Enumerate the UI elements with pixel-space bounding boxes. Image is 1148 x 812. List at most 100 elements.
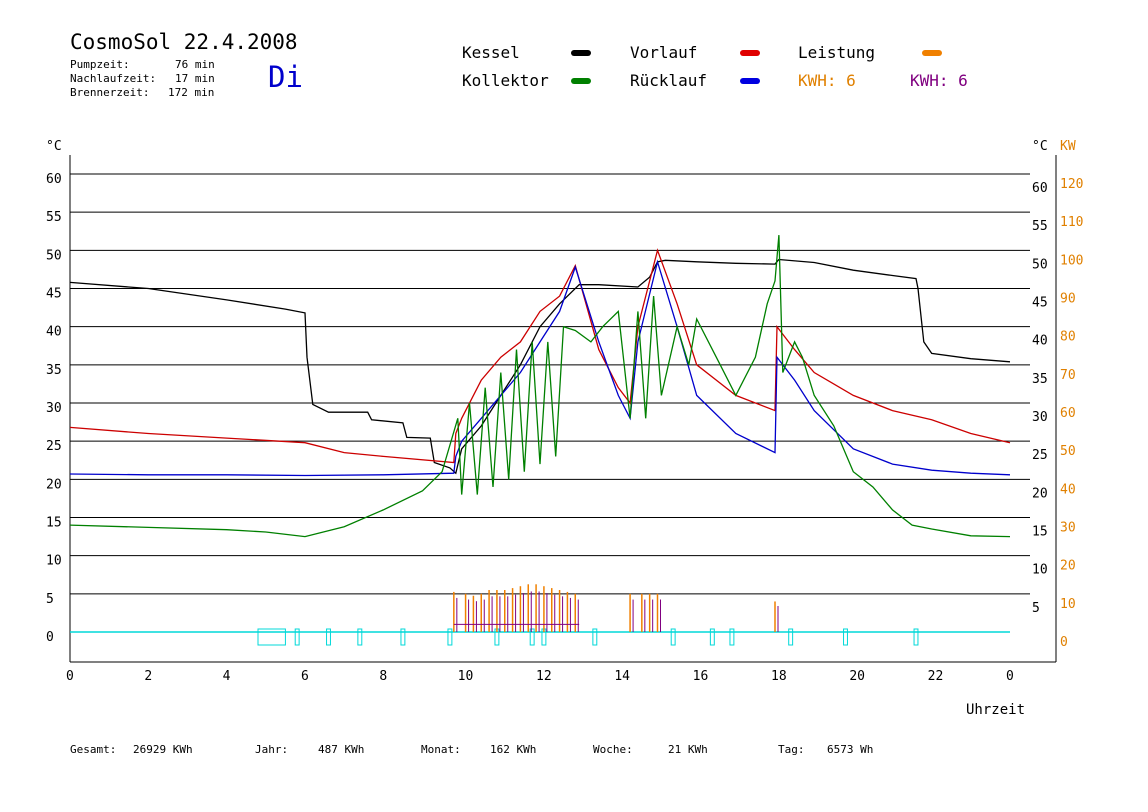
pump-interval [788,628,794,646]
footer-jahr-label: Jahr: [255,743,289,756]
chart-axes [69,155,1057,663]
pump-interval [294,628,300,646]
stat-brennerzeit-value: 172 min [168,86,215,99]
y-tick-label-right: 30 [1032,410,1048,425]
y-tick-label-left: 45 [46,287,62,302]
y-tick-label-right: 20 [1032,486,1048,501]
y-tick-label-kw: 50 [1060,444,1076,459]
footer-monat-label: Monat: [421,743,461,756]
x-tick-label: 0 [66,669,74,684]
leistung-spikes [453,584,779,632]
stat-nachlaufzeit-value: 17 min [175,72,215,85]
y-tick-label-kw: 0 [1060,635,1068,650]
y-tick-label-kw: 120 [1060,177,1083,192]
y-tick-label-left: 50 [46,248,62,263]
y-tick-label-kw: 70 [1060,368,1076,383]
footer-gesamt-label: Gesamt: [70,743,117,756]
pump-interval [257,628,286,646]
y-tick-label-right: 35 [1032,372,1048,387]
y-tick-label-left: 0 [46,630,54,645]
y-tick-label-left: 20 [46,477,62,492]
weekday-label: Di [268,60,303,94]
y-tick-label-kw: 100 [1060,253,1083,268]
chart-grid [70,173,1030,595]
series-lines [69,235,1011,538]
footer-tag-label: Tag: [778,743,805,756]
y-tick-label-kw: 60 [1060,406,1076,421]
y-tick-label-left: 25 [46,439,62,454]
x-tick-label: 14 [614,669,630,684]
pump-interval [670,628,676,646]
footer-woche-value: 21 KWh [668,743,708,756]
x-tick-label: 8 [379,669,387,684]
y-tick-label-right: 5 [1032,601,1040,616]
y-tick-label-right: 60 [1032,181,1048,196]
x-tick-label: 20 [849,669,865,684]
x-tick-label: 22 [928,669,944,684]
x-tick-label: 4 [223,669,231,684]
legend-vorlauf-swatch [740,50,760,56]
x-tick-label: 10 [458,669,474,684]
series-line-vorlauf [69,248,1011,464]
y-tick-label-left: 60 [46,172,62,187]
y-tick-label-kw: 40 [1060,482,1076,497]
y-tick-label-kw: 30 [1060,521,1076,536]
pump-interval [357,628,363,646]
stat-pumpzeit-label: Pumpzeit: [70,58,130,71]
series-line-rcklauf [69,259,1011,477]
y-tick-label-left: 5 [46,592,54,607]
legend-kollektor-label: Kollektor [462,71,549,90]
y-tick-label-right: 40 [1032,334,1048,349]
y-tick-label-kw: 20 [1060,559,1076,574]
pump-interval [913,628,919,646]
pump-interval [709,628,715,646]
pump-interval [447,628,453,646]
pump-interval [843,628,848,646]
pump-interval [729,628,735,646]
y-tick-label-left: 35 [46,363,62,378]
pump-intervals [70,628,1010,646]
legend-ruecklauf-label: Rücklauf [630,71,708,90]
x-tick-label: 6 [301,669,309,684]
y-axis-right2-unit: KW [1060,139,1076,154]
y-tick-label-kw: 80 [1060,330,1076,345]
x-axis-label: Uhrzeit [966,702,1025,718]
y-tick-label-right: 45 [1032,296,1048,311]
legend-leistung-swatch [922,50,942,56]
footer-monat-value: 162 KWh [490,743,537,756]
y-tick-label-left: 15 [46,516,62,531]
y-tick-label-kw: 10 [1060,597,1076,612]
stat-pumpzeit-value: 76 min [175,58,215,71]
pump-interval [326,628,331,646]
legend-vorlauf-label: Vorlauf [630,43,698,62]
y-tick-label-right: 10 [1032,563,1048,578]
y-tick-label-left: 55 [46,210,62,225]
y-tick-label-right: 50 [1032,257,1048,272]
legend-kessel-swatch [571,50,591,56]
series-line-kollektor [69,235,1011,538]
y-axis-left-unit: °C [46,139,62,154]
stat-brennerzeit-label: Brennerzeit: [70,86,150,99]
y-tick-label-right: 25 [1032,448,1048,463]
x-tick-label: 0 [1006,669,1014,684]
y-tick-label-right: 15 [1032,525,1048,540]
x-tick-label: 16 [693,669,709,684]
y-tick-label-left: 30 [46,401,62,416]
y-tick-label-kw: 110 [1060,215,1083,230]
legend-ruecklauf-swatch [740,78,760,84]
y-tick-label-right: 55 [1032,219,1048,234]
pump-interval [529,628,535,646]
x-tick-label: 12 [536,669,552,684]
x-tick-label: 2 [144,669,152,684]
legend-leistung-label: Leistung [798,43,876,62]
stat-nachlaufzeit-label: Nachlaufzeit: [70,72,157,85]
y-tick-label-kw: 90 [1060,292,1076,307]
series-line-kessel [69,258,1011,475]
chart-ticks: 0510152025303540455055605101520253035404… [46,172,1083,684]
y-tick-label-left: 10 [46,554,62,569]
legend-kwh-purple: KWH: 6 [910,71,968,90]
pump-interval [592,628,598,646]
footer-woche-label: Woche: [593,743,633,756]
page-title: CosmoSol 22.4.2008 [70,30,298,54]
